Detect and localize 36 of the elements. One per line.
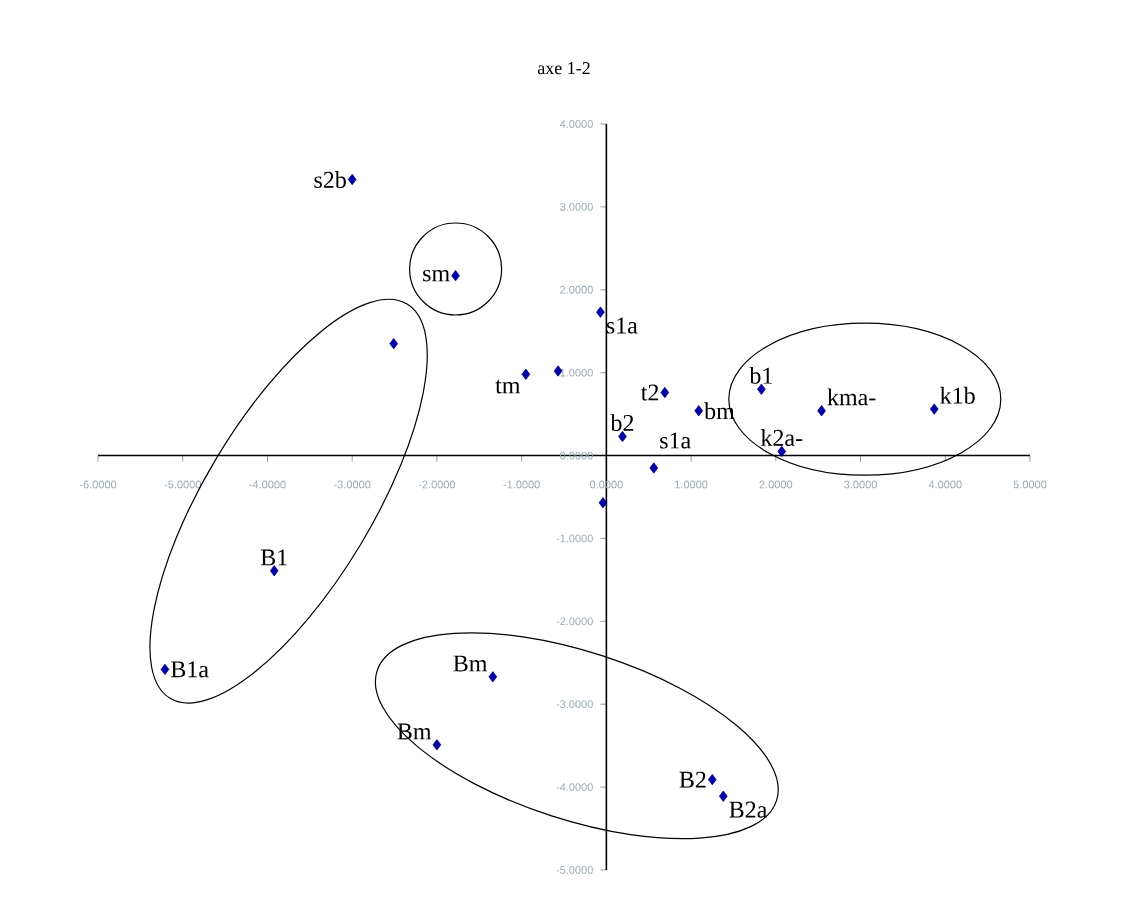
point: [707, 774, 717, 786]
annotation: tm: [495, 379, 521, 394]
annotation: s2b: [314, 171, 346, 188]
annotation: k2a-: [760, 429, 803, 446]
point: [347, 173, 357, 186]
annotation: sm: [423, 269, 450, 282]
point: [488, 671, 498, 683]
annotation: s1a: [606, 317, 638, 334]
point: [757, 383, 766, 395]
point: [929, 403, 939, 415]
point: [694, 405, 704, 417]
annotation: s1a: [660, 432, 691, 449]
annotation: k1b: [940, 386, 975, 404]
annotation: B2: [679, 771, 706, 788]
chart-title: axe 1-2: [537, 62, 590, 75]
point: [817, 405, 826, 417]
point: [432, 739, 442, 751]
annotation: kma-: [827, 388, 876, 406]
annotation: t2: [640, 384, 659, 401]
point: [451, 270, 460, 282]
point: [660, 386, 670, 399]
point: [521, 368, 531, 380]
point: [269, 565, 279, 577]
point: [389, 338, 399, 350]
point: [598, 497, 608, 509]
annotation: b2: [610, 414, 634, 432]
annotation: B1: [260, 549, 287, 566]
annotation: B1a: [171, 661, 209, 678]
annotation: b1: [749, 366, 772, 384]
annotation: Bm: [453, 655, 488, 672]
point: [777, 445, 787, 457]
point: [649, 462, 659, 474]
point: [596, 306, 605, 318]
annotation: B2a: [729, 801, 768, 818]
point: [718, 790, 728, 802]
point: [160, 663, 170, 675]
